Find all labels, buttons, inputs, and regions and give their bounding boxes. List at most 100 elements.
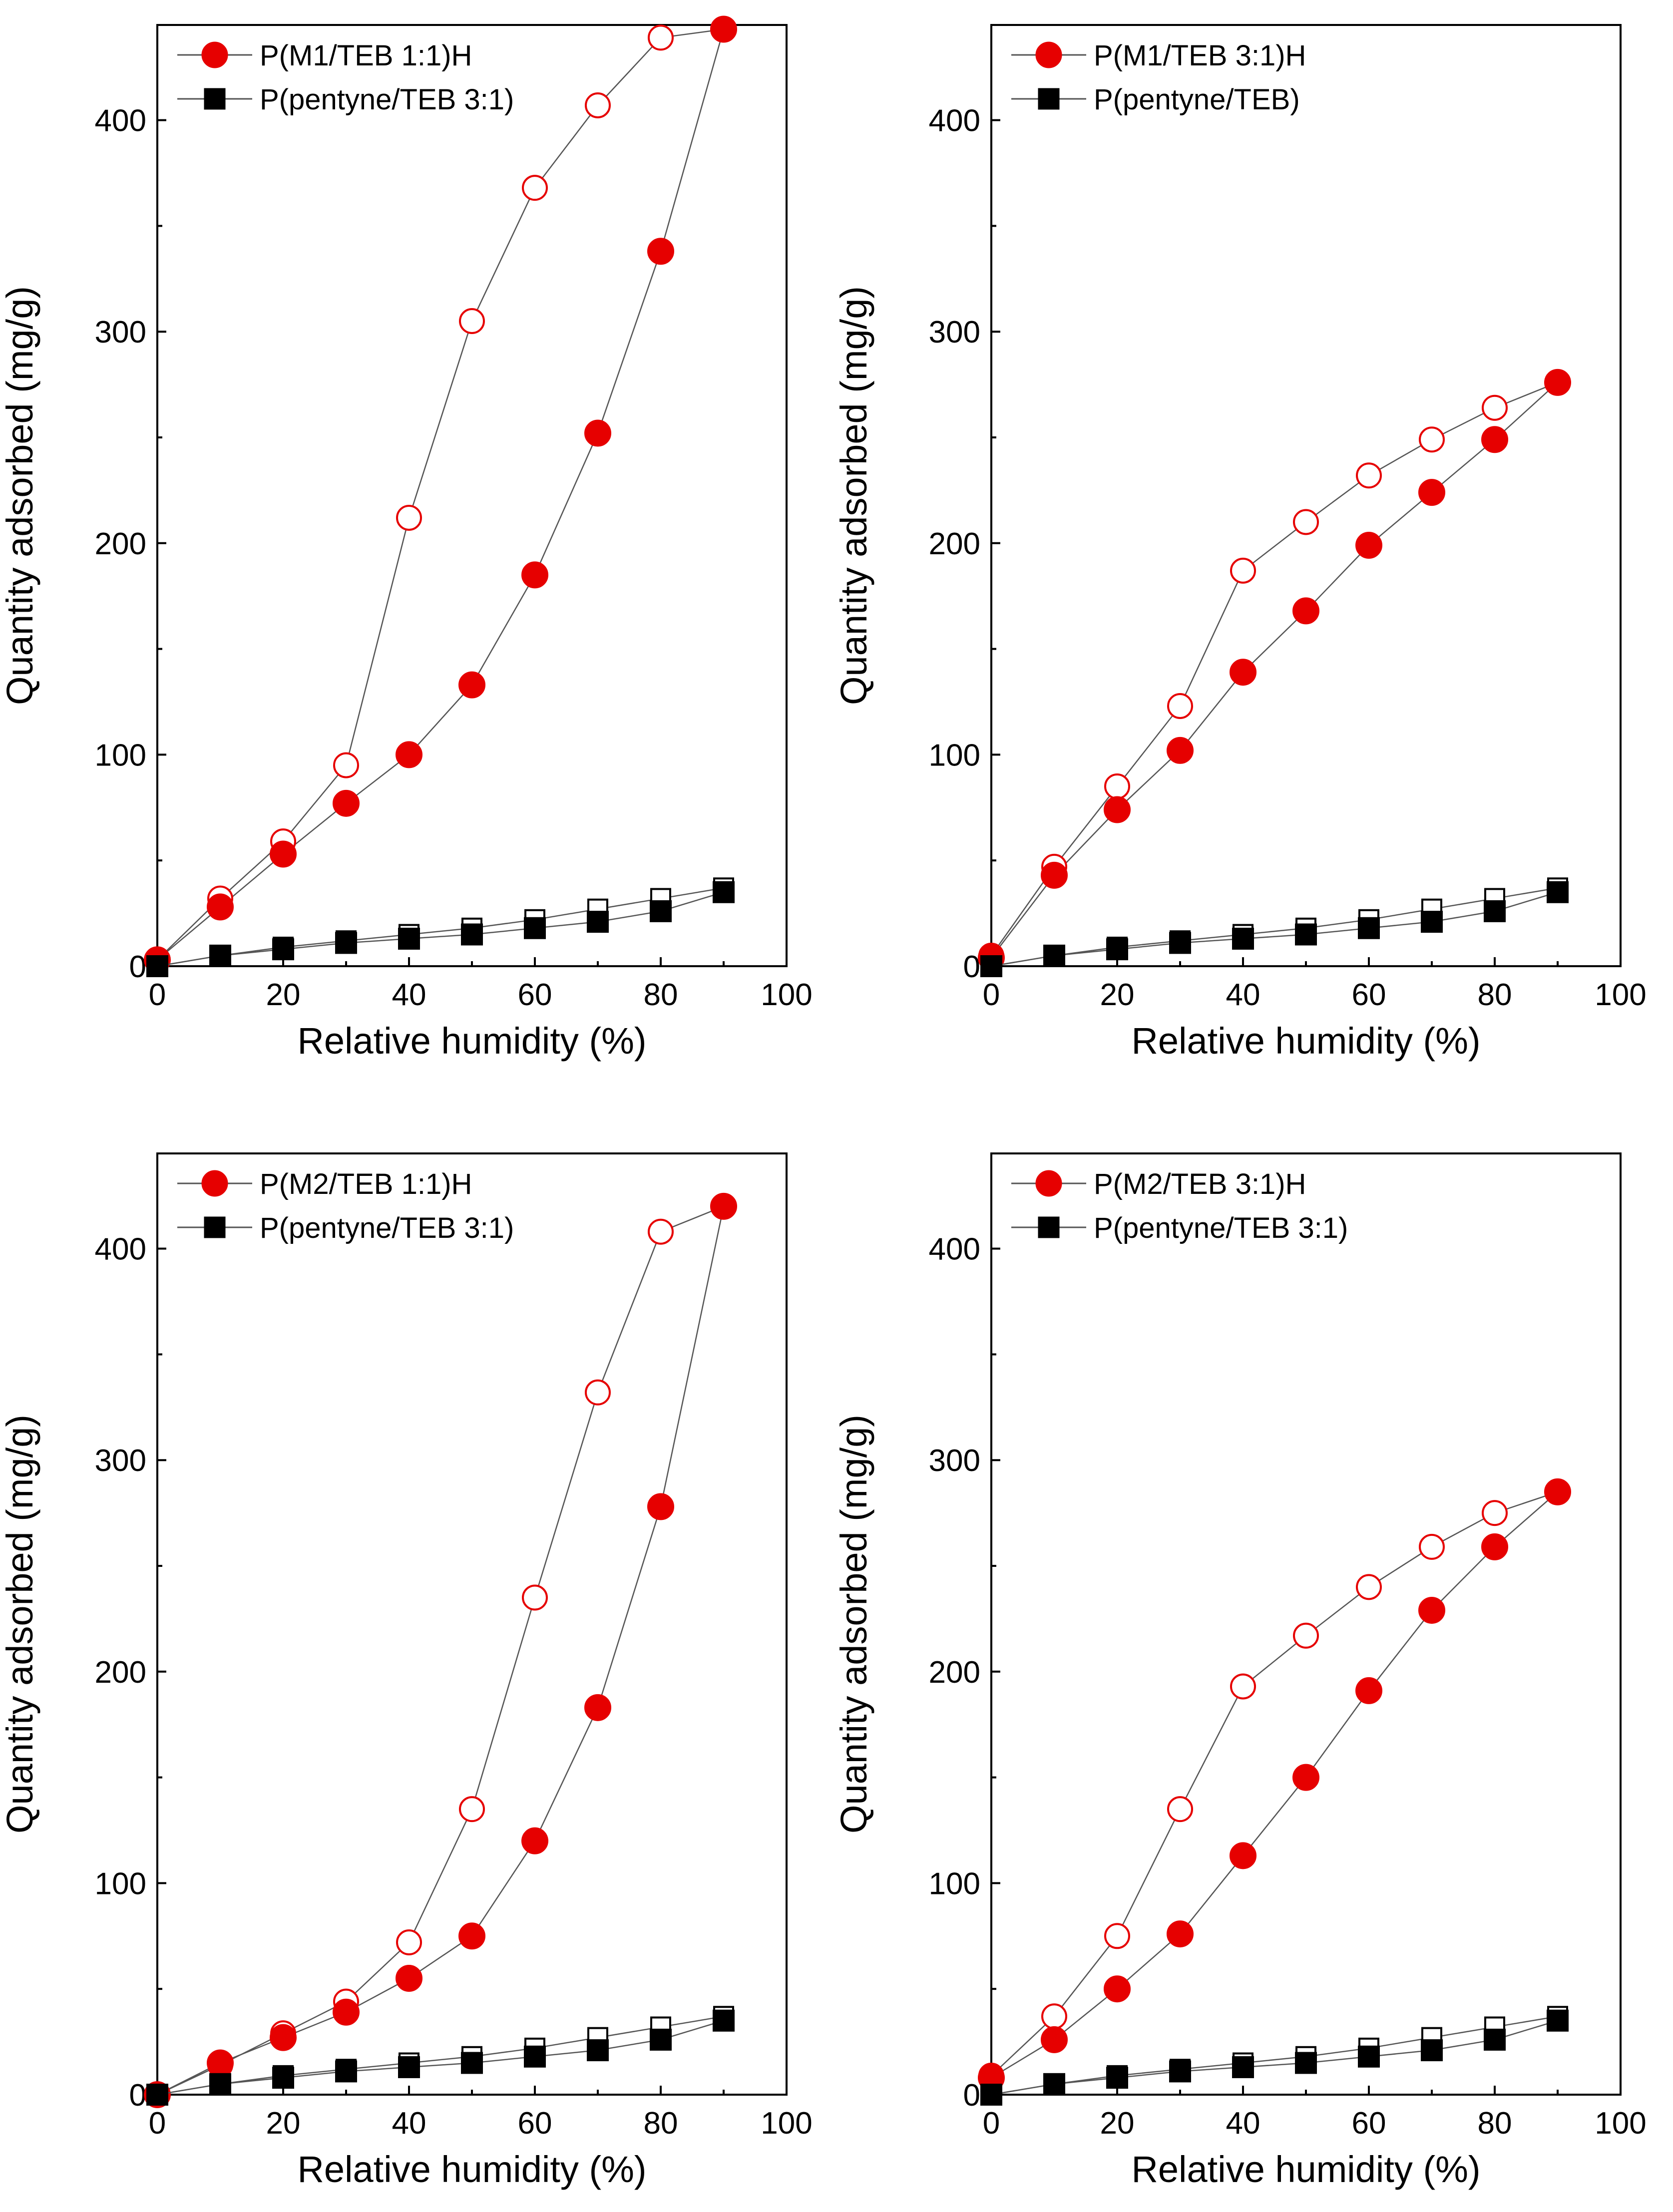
adsorption-point bbox=[1358, 2045, 1380, 2068]
adsorption-point bbox=[1043, 2073, 1065, 2095]
y-axis-label: Quantity adsorbed (mg/g) bbox=[0, 1415, 40, 1834]
adsorption-point bbox=[1104, 796, 1131, 823]
adsorption-point bbox=[146, 955, 168, 977]
series-1 bbox=[978, 369, 1571, 972]
adsorption-point bbox=[587, 911, 609, 933]
adsorption-point bbox=[713, 881, 735, 903]
desorption-line bbox=[991, 887, 1558, 967]
legend-marker bbox=[204, 1216, 226, 1238]
adsorption-point bbox=[1484, 2028, 1506, 2051]
x-tick-label: 40 bbox=[1226, 978, 1260, 1012]
x-tick-label: 20 bbox=[266, 2106, 301, 2141]
adsorption-point bbox=[209, 2073, 231, 2095]
adsorption-line bbox=[157, 29, 725, 961]
series-2 bbox=[980, 877, 1569, 977]
x-axis-label: Relative humidity (%) bbox=[297, 2149, 646, 2190]
adsorption-point bbox=[1104, 1975, 1131, 2003]
x-tick-label: 80 bbox=[1478, 2106, 1512, 2141]
y-tick-label: 100 bbox=[929, 738, 980, 772]
adsorption-point bbox=[1418, 479, 1445, 506]
adsorption-point bbox=[587, 2039, 609, 2062]
adsorption-point bbox=[272, 938, 294, 961]
legend-label: P(M1/TEB 1:1)H bbox=[260, 39, 472, 72]
y-tick-label: 300 bbox=[929, 315, 980, 350]
legend-marker bbox=[1035, 41, 1062, 68]
desorption-point bbox=[1104, 1923, 1130, 1949]
legend-entry-1: P(M2/TEB 3:1)H bbox=[1011, 1168, 1306, 1200]
adsorption-line bbox=[991, 381, 1558, 958]
adsorption-point bbox=[521, 1827, 548, 1854]
x-tick-label: 80 bbox=[1478, 978, 1512, 1012]
x-tick-label: 80 bbox=[644, 2106, 678, 2141]
chart-panel-2: 0 20 40 60 80 100 0 100 200 300 400 Relative humidi… bbox=[833, 24, 1647, 1062]
x-tick-label: 0 bbox=[983, 978, 1000, 1012]
x-tick-label: 20 bbox=[266, 978, 301, 1012]
adsorption-point bbox=[272, 2067, 294, 2089]
adsorption-point bbox=[335, 932, 357, 954]
desorption-point bbox=[1167, 1796, 1193, 1823]
legend-label: P(M1/TEB 3:1)H bbox=[1094, 39, 1306, 72]
adsorption-point bbox=[1041, 2026, 1068, 2053]
adsorption-point bbox=[1295, 923, 1317, 946]
x-axis-label: Relative humidity (%) bbox=[297, 1020, 646, 1062]
x-tick-label: 20 bbox=[1100, 2106, 1135, 2141]
desorption-point bbox=[522, 1584, 548, 1611]
y-tick-label: 0 bbox=[129, 950, 146, 984]
adsorption-point bbox=[1106, 938, 1128, 961]
series-1 bbox=[978, 1478, 1571, 2092]
adsorption-point bbox=[333, 789, 360, 817]
legend-entry-2: P(pentyne/TEB 3:1) bbox=[177, 1212, 514, 1244]
desorption-point bbox=[1230, 1673, 1256, 1700]
desorption-point bbox=[396, 504, 422, 531]
adsorption-point bbox=[1230, 1842, 1256, 1869]
adsorption-point bbox=[1547, 881, 1569, 903]
desorption-point bbox=[1041, 2003, 1067, 2030]
y-axis-label: Quantity adsorbed (mg/g) bbox=[833, 286, 874, 705]
desorption-line bbox=[157, 1205, 724, 2096]
x-tick-label: 100 bbox=[761, 978, 812, 1012]
series-2 bbox=[980, 2006, 1569, 2106]
desorption-point bbox=[585, 1379, 611, 1406]
adsorption-point bbox=[980, 2084, 1002, 2106]
y-tick-label: 300 bbox=[95, 315, 146, 350]
adsorption-line bbox=[991, 2020, 1558, 2096]
y-tick-label: 300 bbox=[95, 1444, 146, 1478]
y-tick-label: 400 bbox=[95, 104, 146, 138]
x-tick-label: 60 bbox=[1352, 2106, 1386, 2141]
x-tick-label: 20 bbox=[1100, 978, 1135, 1012]
x-tick-label: 60 bbox=[1352, 978, 1386, 1012]
x-tick-label: 60 bbox=[518, 978, 552, 1012]
plot-frame bbox=[156, 1152, 788, 2096]
adsorption-point bbox=[461, 923, 483, 946]
adsorption-point bbox=[335, 2060, 357, 2083]
legend-label: P(M2/TEB 1:1)H bbox=[260, 1168, 472, 1200]
adsorption-point bbox=[1169, 932, 1191, 954]
legend-label: P(pentyne/TEB 3:1) bbox=[260, 83, 514, 116]
legend-marker bbox=[1038, 1216, 1060, 1238]
legend-marker bbox=[201, 41, 228, 68]
desorption-line bbox=[990, 381, 1558, 956]
adsorption-point bbox=[1043, 944, 1065, 967]
adsorption-point bbox=[1169, 2060, 1191, 2083]
legend-marker bbox=[201, 1170, 228, 1197]
adsorption-point bbox=[1418, 1596, 1445, 1624]
y-tick-label: 100 bbox=[929, 1866, 980, 1901]
adsorption-point bbox=[1106, 2067, 1128, 2089]
desorption-point bbox=[396, 1929, 422, 1956]
plot-frame bbox=[156, 24, 788, 967]
x-tick-label: 0 bbox=[149, 2106, 166, 2141]
adsorption-point bbox=[1547, 2009, 1569, 2032]
adsorption-point bbox=[524, 917, 546, 939]
adsorption-point bbox=[207, 893, 234, 921]
desorption-point bbox=[1104, 773, 1130, 799]
x-tick-label: 100 bbox=[1595, 978, 1646, 1012]
adsorption-point bbox=[396, 1965, 422, 1992]
adsorption-line bbox=[991, 891, 1558, 967]
adsorption-point bbox=[650, 2028, 672, 2051]
series-1 bbox=[144, 1192, 737, 2108]
adsorption-point bbox=[458, 671, 485, 699]
y-tick-label: 200 bbox=[95, 1655, 146, 1690]
y-tick-label: 200 bbox=[929, 1655, 980, 1690]
y-tick-label: 200 bbox=[929, 527, 980, 561]
